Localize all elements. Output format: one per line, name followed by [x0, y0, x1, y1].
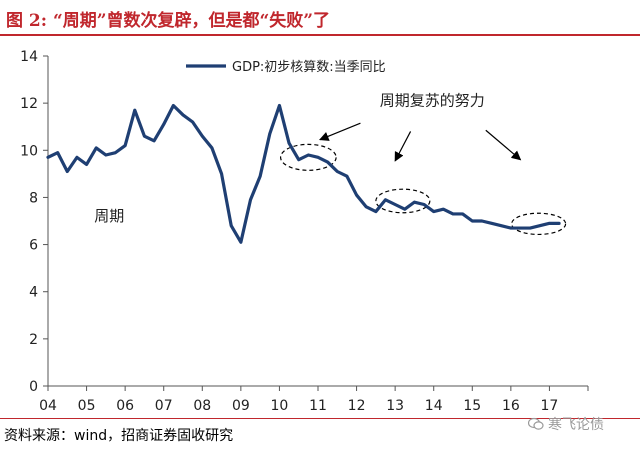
gdp-data-point [384, 198, 387, 201]
gdp-data-point [66, 170, 69, 173]
x-tick-label: 14 [425, 398, 443, 412]
gdp-data-point [288, 142, 290, 145]
annotation-label: 周期复苏的努力 [380, 92, 485, 110]
gdp-data-point [105, 154, 107, 156]
gdp-data-point [423, 203, 425, 206]
annotation-arrow [485, 129, 522, 161]
x-tick-label: 16 [502, 398, 520, 412]
highlight-ellipse [511, 212, 567, 236]
x-tick-label: 11 [309, 398, 327, 412]
gdp-data-point [211, 147, 213, 149]
annotation-arrow [394, 131, 412, 162]
gdp-data-point [201, 135, 204, 137]
gdp-data-point [326, 161, 329, 163]
gdp-data-point [56, 151, 59, 154]
gdp-data-point [143, 135, 146, 137]
gdp-data-point [442, 208, 445, 211]
title-divider [0, 34, 640, 36]
gdp-data-point [182, 114, 184, 116]
gdp-data-point [172, 104, 175, 107]
x-tick-label: 06 [116, 398, 134, 412]
x-tick-label: 04 [39, 398, 57, 412]
gdp-data-point [259, 175, 261, 178]
gdp-data-point [452, 213, 454, 215]
x-tick-label: 07 [155, 398, 173, 412]
gdp-data-point [162, 123, 165, 126]
gdp-data-point [249, 198, 252, 201]
gdp-data-point [461, 213, 464, 215]
y-tick-label: 0 [29, 379, 38, 395]
x-tick-label: 12 [348, 398, 366, 412]
annotation-arrow [319, 122, 361, 141]
gdp-data-point [114, 151, 117, 154]
gdp-data-point [336, 170, 339, 173]
annotation-label: 周期 [94, 207, 124, 225]
gdp-data-point [490, 222, 493, 225]
wechat-icon [528, 417, 544, 430]
gdp-data-point [538, 224, 541, 227]
watermark: 寒飞论债 [528, 414, 604, 434]
x-tick-label: 17 [541, 398, 559, 412]
gdp-data-point [297, 158, 300, 161]
gdp-data-point [220, 173, 223, 175]
legend-label: GDP:初步核算数:当季同比 [232, 60, 386, 75]
gdp-data-point [240, 241, 242, 244]
gdp-data-point [191, 121, 194, 123]
gdp-series-line [46, 103, 561, 244]
gdp-data-point [365, 206, 368, 208]
footer-divider [0, 418, 640, 419]
y-tick-label: 12 [20, 96, 38, 112]
x-tick-label: 15 [463, 398, 481, 412]
watermark-text: 寒飞论债 [548, 417, 604, 433]
gdp-data-point [85, 163, 88, 166]
source-note: 资料来源：wind，招商证券固收研究 [4, 428, 234, 444]
gdp-data-point [529, 227, 531, 229]
gdp-data-point [481, 220, 483, 222]
gdp-data-point [278, 104, 281, 107]
gdp-data-point [500, 224, 503, 227]
highlight-ellipse [279, 143, 337, 171]
gdp-data-point [76, 156, 78, 159]
gdp-data-point [375, 210, 377, 213]
gdp-data-point [394, 203, 396, 206]
y-tick-label: 8 [29, 190, 38, 206]
x-tick-label: 05 [78, 398, 96, 412]
gdp-data-point [558, 222, 560, 225]
y-tick-label: 10 [20, 143, 38, 159]
gdp-data-point [346, 175, 348, 178]
gdp-data-point [95, 147, 98, 149]
x-tick-label: 09 [232, 398, 250, 412]
x-tick-label: 08 [193, 398, 211, 412]
gdp-data-point [153, 140, 155, 142]
gdp-data-point [317, 156, 319, 159]
gdp-data-point [124, 144, 126, 147]
gdp-data-point [432, 210, 435, 213]
highlight-ellipse [375, 188, 431, 214]
y-tick-label: 14 [20, 49, 38, 65]
gdp-data-point [403, 208, 406, 211]
gdp-data-point [548, 222, 551, 225]
figure-title: 图 2: “周期”曾数次复辟，但是都“失败”了 [6, 11, 331, 31]
gdp-data-point [47, 156, 49, 159]
y-tick-label: 2 [29, 332, 38, 348]
gdp-data-point [307, 154, 310, 156]
gdp-data-point [510, 227, 512, 229]
gdp-data-point [230, 224, 233, 227]
gdp-data-point [355, 194, 358, 196]
gdp-data-point [133, 109, 136, 112]
gdp-data-point [268, 132, 271, 135]
y-tick-label: 4 [29, 285, 38, 301]
y-tick-label: 6 [29, 238, 38, 254]
gdp-data-point [471, 220, 474, 222]
gdp-data-point [413, 201, 416, 203]
x-tick-label: 13 [386, 398, 404, 412]
gdp-data-point [519, 227, 522, 229]
x-tick-label: 10 [271, 398, 289, 412]
